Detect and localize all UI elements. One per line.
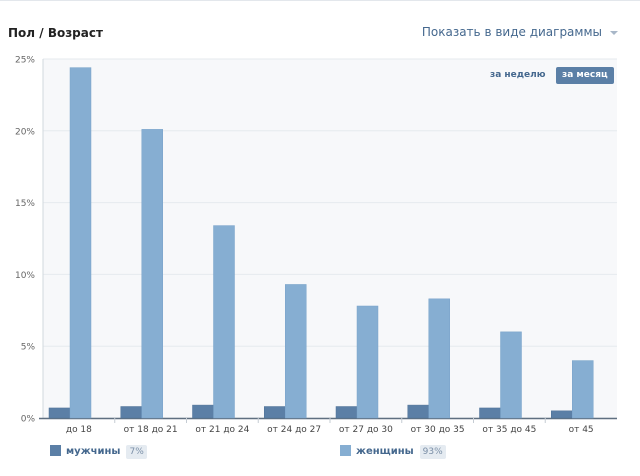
bar-men — [192, 404, 214, 419]
bar-women — [285, 284, 307, 419]
bar-men — [479, 407, 501, 419]
y-tick-label: 15% — [15, 199, 35, 209]
bar-women — [428, 298, 450, 419]
x-tick-label: от 21 до 24 — [195, 425, 249, 435]
show-as-diagram-toggle[interactable]: Показать в виде диаграммы — [422, 25, 618, 39]
y-tick-label: 10% — [15, 271, 35, 281]
legend-label-men: мужчины — [66, 446, 121, 457]
bar-women — [141, 129, 163, 419]
y-tick-label: 25% — [15, 56, 35, 66]
bar-men — [120, 406, 142, 419]
bar-men — [551, 410, 573, 419]
bar-women — [69, 67, 92, 419]
period-week-button[interactable]: за неделю — [490, 70, 546, 80]
bar-men — [264, 406, 286, 419]
legend-item-men[interactable]: мужчины 7% — [50, 445, 147, 459]
x-tick-label: от 27 до 30 — [339, 425, 393, 435]
bar-women — [500, 331, 522, 419]
legend-label-women: женщины — [356, 446, 414, 457]
x-tick-label: от 18 до 21 — [124, 425, 178, 435]
y-tick-label: 5% — [21, 343, 36, 353]
x-tick-label: до 18 — [66, 425, 92, 435]
plot-area — [43, 59, 617, 418]
page-title: Пол / Возраст — [8, 26, 103, 40]
y-tick-label: 0% — [21, 415, 36, 425]
chevron-down-icon — [610, 30, 618, 35]
bar-men — [407, 404, 429, 419]
legend-swatch-men[interactable] — [50, 445, 61, 456]
bar-women — [356, 305, 379, 419]
period-month-button[interactable]: за месяц — [556, 67, 614, 84]
x-tick-label: от 45 — [569, 425, 594, 435]
legend-item-women[interactable]: женщины 93% — [340, 445, 446, 459]
bar-men — [48, 407, 71, 419]
show-as-diagram-label: Показать в виде диаграммы — [421, 25, 602, 39]
legend-percent-men: 7% — [126, 445, 147, 459]
x-tick-label: от 30 до 35 — [411, 425, 465, 435]
y-tick-label: 20% — [15, 127, 35, 137]
x-tick-label: от 35 до 45 — [482, 425, 536, 435]
bar-men — [335, 406, 358, 419]
top-divider — [0, 0, 640, 1]
bar-women — [213, 225, 235, 419]
legend-percent-women: 93% — [419, 445, 446, 459]
x-tick-label: от 24 до 27 — [267, 425, 321, 435]
bar-women — [572, 360, 594, 419]
legend-swatch-women[interactable] — [340, 445, 351, 456]
